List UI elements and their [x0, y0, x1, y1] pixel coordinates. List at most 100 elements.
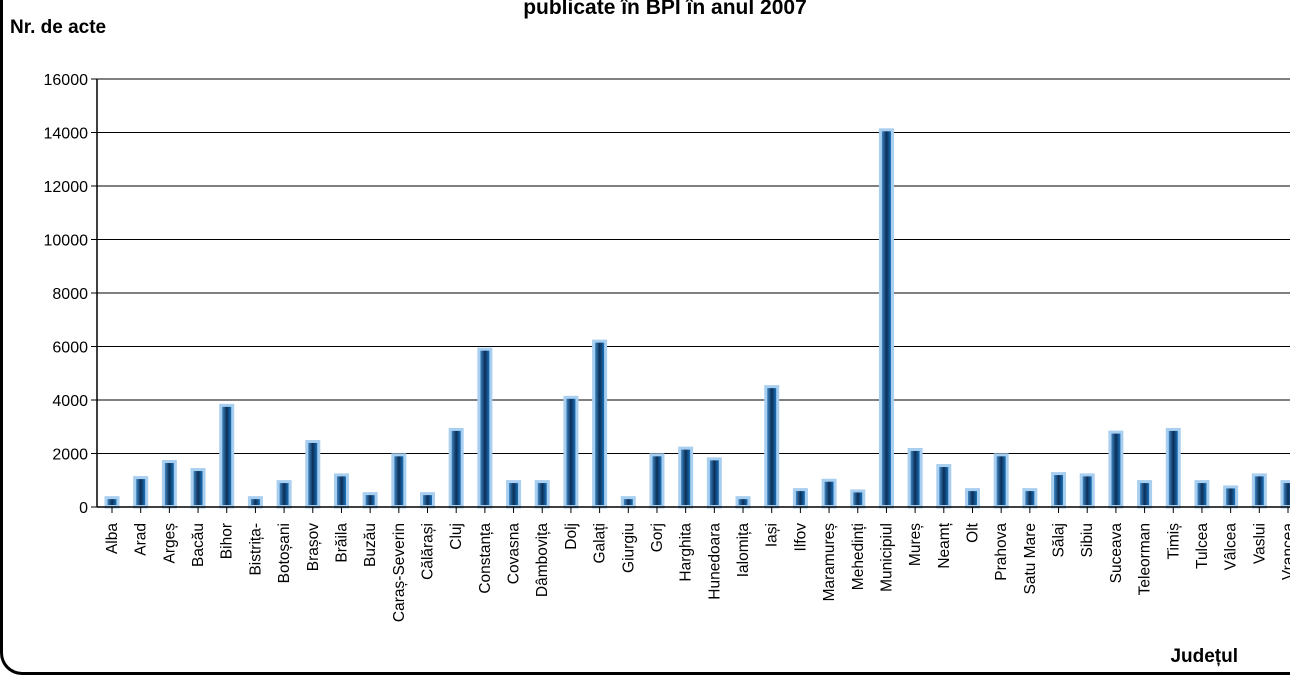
- y-tick-label: 0: [79, 500, 88, 517]
- bar-body: [1280, 480, 1290, 509]
- bar-body: [993, 453, 1009, 509]
- x-category-label: Prahova: [993, 523, 1010, 581]
- x-category-label: Vâlcea: [1223, 523, 1240, 571]
- x-category-label: Ialomița: [735, 523, 752, 578]
- bar-body: [305, 439, 321, 509]
- bar: [1280, 480, 1290, 509]
- bar-body: [592, 339, 608, 509]
- x-category-label: Alba: [104, 523, 121, 554]
- x-category-label: Harghita: [678, 523, 695, 582]
- y-tick-label: 12000: [44, 179, 89, 196]
- bar: [735, 496, 751, 509]
- x-category-label: Covasna: [506, 523, 523, 585]
- bar-body: [1022, 488, 1038, 509]
- x-category-label: Mureș: [907, 523, 924, 566]
- bar-body: [1223, 485, 1239, 509]
- bar: [391, 453, 407, 509]
- x-category-label: Bistrița-: [247, 523, 264, 576]
- bar-body: [1251, 473, 1267, 509]
- grid-lines: [97, 78, 1290, 454]
- x-category-label: Suceava: [1108, 523, 1125, 584]
- bar: [477, 347, 493, 509]
- y-tick-label: 10000: [44, 233, 89, 250]
- x-category-label: Cluj: [448, 523, 465, 550]
- x-category-label: Maramureș: [821, 523, 838, 602]
- bar-body: [563, 395, 579, 509]
- bar: [964, 488, 980, 509]
- bar: [1194, 480, 1210, 509]
- x-category-label: Argeș: [161, 523, 178, 564]
- bar: [420, 492, 436, 509]
- bar: [448, 427, 464, 509]
- bar-body: [133, 476, 149, 509]
- x-axis-categories: Alba Arad Argeș Bacău Bihor Bistrița- Botoșani…: [104, 507, 1290, 622]
- x-category-label: Vrancea: [1280, 523, 1290, 581]
- x-category-label: Călărași: [420, 523, 437, 580]
- bar-body: [678, 446, 694, 509]
- bar-body: [477, 347, 493, 509]
- bar: [247, 496, 263, 509]
- y-axis-title: Nr. de acte: [10, 17, 106, 38]
- x-category-label: Bacău: [190, 523, 207, 567]
- x-category-label: Constanța: [477, 523, 494, 594]
- bar: [276, 480, 292, 509]
- x-category-label: Mehedinți: [850, 523, 867, 590]
- bar: [333, 473, 349, 509]
- x-category-label: Ilfov: [792, 523, 809, 552]
- bar: [1022, 488, 1038, 509]
- bar-body: [1079, 473, 1095, 509]
- bar-body: [964, 488, 980, 509]
- bar-body: [420, 492, 436, 509]
- y-tick-label: 16000: [44, 72, 89, 89]
- x-category-label: Neamț: [936, 522, 953, 568]
- x-category-label: Giurgiu: [620, 523, 637, 573]
- bar: [620, 496, 636, 509]
- x-category-label: Olt: [964, 522, 981, 543]
- bar-body: [878, 128, 894, 509]
- bar: [133, 476, 149, 509]
- bar: [907, 447, 923, 509]
- x-category-label: Municipiul: [878, 523, 895, 592]
- x-category-label: Iași: [764, 523, 781, 547]
- bar-body: [219, 403, 235, 509]
- y-tick-label: 6000: [52, 340, 88, 357]
- x-category-label: Arad: [133, 523, 150, 556]
- bar-body: [764, 385, 780, 509]
- y-tick-label: 8000: [52, 286, 88, 303]
- bar: [219, 403, 235, 509]
- bar-body: [362, 492, 378, 509]
- bar-body: [907, 447, 923, 509]
- bar: [1108, 430, 1124, 509]
- x-category-label: Gorj: [649, 523, 666, 552]
- bar-body: [1108, 430, 1124, 509]
- bar: [850, 489, 866, 509]
- x-category-label: Buzău: [362, 523, 379, 567]
- chart-title: publicate în BPI în anul 2007: [523, 0, 807, 19]
- y-tick-label: 14000: [44, 126, 89, 143]
- bar: [821, 478, 837, 509]
- x-category-label: Brăila: [333, 523, 350, 563]
- bar-body: [1165, 427, 1181, 509]
- bar: [592, 339, 608, 509]
- bar-body: [534, 480, 550, 509]
- x-category-label: Hunedoara: [706, 523, 723, 600]
- bar: [506, 480, 522, 509]
- bar: [1137, 480, 1153, 509]
- x-category-label: Botoșani: [276, 523, 293, 583]
- bar: [104, 496, 120, 509]
- x-axis-title: Județul: [1170, 646, 1238, 667]
- x-category-label: Bihor: [219, 523, 236, 559]
- x-category-label: Brașov: [305, 523, 322, 571]
- bar: [1223, 485, 1239, 509]
- bar: [161, 460, 177, 509]
- x-category-label: Dâmbovița: [534, 523, 551, 597]
- x-category-label: Vaslui: [1251, 523, 1268, 564]
- bar: [1051, 472, 1067, 509]
- bar-body: [649, 453, 665, 509]
- bar: [1165, 427, 1181, 509]
- bar-body: [276, 480, 292, 509]
- bar-body: [333, 473, 349, 509]
- bar: [878, 128, 894, 509]
- bar-body: [506, 480, 522, 509]
